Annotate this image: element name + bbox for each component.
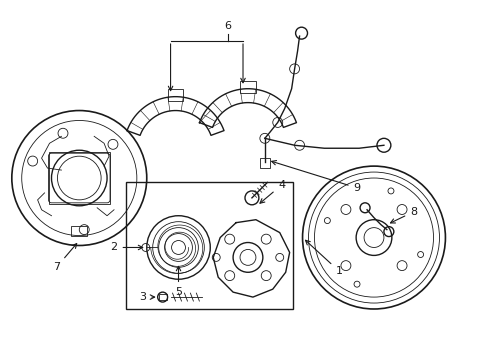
Bar: [158, 294, 166, 300]
Bar: [48, 152, 110, 204]
Text: 2: 2: [110, 243, 142, 252]
Text: 9: 9: [271, 161, 360, 193]
Bar: [167, 89, 183, 100]
Text: 7: 7: [53, 244, 77, 272]
Bar: [71, 226, 87, 235]
Text: 1: 1: [305, 240, 342, 276]
Bar: [126, 182, 292, 309]
Bar: [259, 158, 269, 168]
Text: 8: 8: [390, 207, 416, 223]
Text: 4: 4: [260, 180, 285, 203]
Text: 5: 5: [175, 266, 182, 297]
Text: 6: 6: [224, 21, 231, 31]
Bar: [240, 81, 255, 93]
Text: 3: 3: [139, 292, 154, 302]
